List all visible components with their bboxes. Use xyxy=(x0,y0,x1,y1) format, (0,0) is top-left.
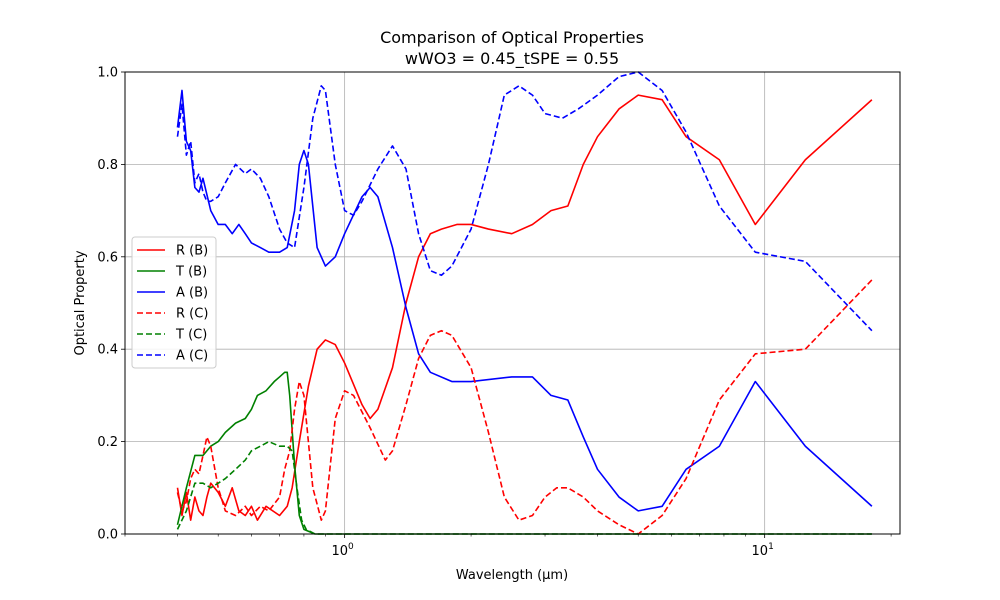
chart-title: Comparison of Optical Properties xyxy=(380,28,644,47)
x-tick-exponent: 0 xyxy=(348,542,354,552)
y-tick-label: 0.0 xyxy=(97,528,118,543)
legend-label-a-c: A (C) xyxy=(176,349,208,364)
legend-label-a-b: A (B) xyxy=(176,286,208,301)
plot-frame xyxy=(124,71,901,535)
y-axis-label: Optical Property xyxy=(73,250,88,355)
series-line-r-c xyxy=(176,279,873,535)
series-line-a-b xyxy=(176,89,873,512)
y-tick-label: 0.6 xyxy=(97,250,118,265)
series-line-t-c xyxy=(176,440,872,535)
chart-subtitle: wWO3 = 0.45_tSPE = 0.55 xyxy=(405,49,619,69)
legend-label-t-b: T (B) xyxy=(175,265,207,280)
legend-frame xyxy=(131,236,217,369)
series-line-a-c xyxy=(176,71,873,332)
y-tick-label: 0.2 xyxy=(97,435,118,450)
y-tick-label: 1.0 xyxy=(97,66,118,81)
y-tick-label: 0.4 xyxy=(97,343,118,358)
legend-label-t-c: T (C) xyxy=(175,328,207,343)
legend-label-r-c: R (C) xyxy=(176,307,208,322)
y-tick-label: 0.8 xyxy=(97,158,118,173)
legend-label-r-b: R (B) xyxy=(176,244,208,259)
x-tick-exponent: 1 xyxy=(768,542,774,552)
series-line-r-b xyxy=(176,94,873,521)
legend: R (B) T (B) A (B) R (C) T (C) A (C) xyxy=(131,236,217,369)
x-axis-label: Wavelength (μm) xyxy=(456,568,568,583)
